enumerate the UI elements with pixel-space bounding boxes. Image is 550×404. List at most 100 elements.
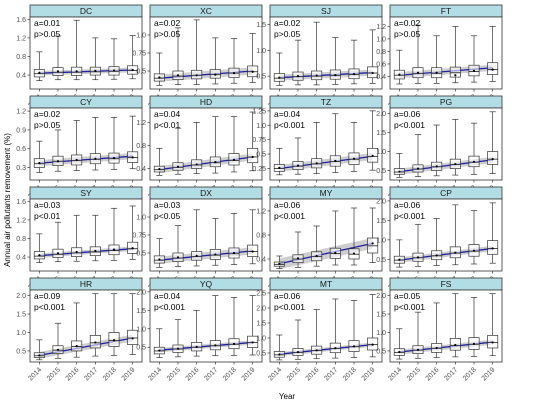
mean-point [334,347,337,350]
y-tick-label: 0.5 [136,251,146,258]
panel-border [29,107,143,181]
mean-point [232,342,236,346]
y-tick-label: 0.5 [256,74,266,81]
y-tick-label: 1.0 [256,48,266,55]
slope-annotation: a=0.03 [154,200,181,210]
mean-point [472,342,476,346]
mean-point [112,156,116,160]
mean-point [398,73,401,76]
mean-point [371,71,374,75]
mean-point [315,349,318,352]
mean-point [214,253,217,256]
panel-ft: FT0.40.60.81.01.2a=0.02p>0.0520142015201… [376,4,503,109]
y-tick-label: 1.5 [16,312,26,319]
mean-point [94,341,97,344]
p-value-annotation: p<0.001 [394,120,425,130]
y-tick-label: 1.2 [376,24,386,31]
mean-point [176,347,180,350]
y-tick-label: 2.0 [376,293,386,300]
y-tick-label: 2.0 [376,198,386,205]
panel-border [149,198,263,272]
mean-point [56,252,60,255]
mean-point [38,71,41,74]
mean-point [214,344,217,347]
mean-point [435,165,438,168]
y-tick-label: 0.75 [132,51,146,58]
y-tick-label: 1.0 [136,33,146,40]
slope-annotation: a=0.02 [274,18,301,28]
slope-annotation: a=0.06 [274,291,301,301]
slope-annotation: a=0.01 [34,18,61,28]
mean-point [491,247,494,250]
mean-point [251,70,254,73]
mean-point [251,155,254,159]
y-tick-label: 1.5 [376,130,386,137]
slope-annotation: a=0.09 [34,291,61,301]
y-tick-label: 1.5 [256,321,266,328]
mean-point [38,161,41,165]
mean-point [315,254,318,258]
mean-point [334,74,337,77]
y-tick-label: 1.25 [252,108,266,115]
mean-point [435,71,438,74]
y-tick-label: 0.25 [252,166,266,173]
box-iqr [449,66,461,78]
mean-point [195,163,198,166]
mean-point [472,249,476,252]
p-value-annotation: p>0.05 [274,29,301,39]
p-value-annotation: p<0.01 [34,211,61,221]
facet-strip-label: MT [320,279,332,289]
mean-point [56,160,60,163]
mean-point [176,256,180,259]
mean-point [371,242,374,245]
mean-point [435,254,438,257]
mean-point [296,257,300,260]
mean-point [454,343,457,347]
y-tick-label: 1.2 [136,120,146,127]
mean-point [75,70,78,73]
mean-point [251,341,254,344]
p-value-annotation: p<0.05 [154,211,181,221]
panel-background [30,17,142,89]
box-iqr [247,147,259,164]
y-tick-label: 1.5 [376,218,386,225]
slope-annotation: a=0.02 [154,18,181,28]
y-tick-label: 1.0 [376,330,386,337]
slope-annotation: a=0.04 [274,109,301,119]
p-value-annotation: p<0.001 [274,120,305,130]
slope-annotation: a=0.03 [34,200,61,210]
mean-point [491,158,494,161]
panel-background [30,108,142,180]
panel-pg: PG0.51.01.52.0a=0.06p<0.0012014201520162… [376,95,503,200]
facet-panels: DC0.40.81.21.6a=0.01p>0.0520142015201620… [16,4,503,382]
slope-annotation: a=0.02 [34,109,61,119]
mean-point [158,349,161,352]
mean-point [454,74,457,77]
mean-point [435,346,438,350]
mean-point [334,159,337,163]
facet-strip-label: TZ [321,97,331,107]
facet-strip-label: MY [320,188,333,198]
y-tick-label: 0.9 [16,127,26,134]
y-tick-label: 1.6 [16,199,26,206]
mean-point [232,72,236,75]
mean-point [158,258,161,261]
facet-strip-label: FS [441,279,452,289]
y-tick-label: 1.2 [256,209,266,216]
panel-border [269,16,383,90]
y-tick-label: 2.0 [136,289,146,296]
y-tick-label: 1.0 [16,330,26,337]
mean-point [131,68,134,72]
mean-point [131,156,134,159]
y-tick-label: 0.8 [16,236,26,243]
p-value-annotation: p<0.001 [34,302,65,312]
mean-point [112,339,116,342]
panel-border [389,16,503,90]
facet-strip-label: XC [200,6,212,16]
mean-point [94,69,97,72]
mean-point [371,154,374,157]
y-tick-label: 0.8 [136,143,146,150]
